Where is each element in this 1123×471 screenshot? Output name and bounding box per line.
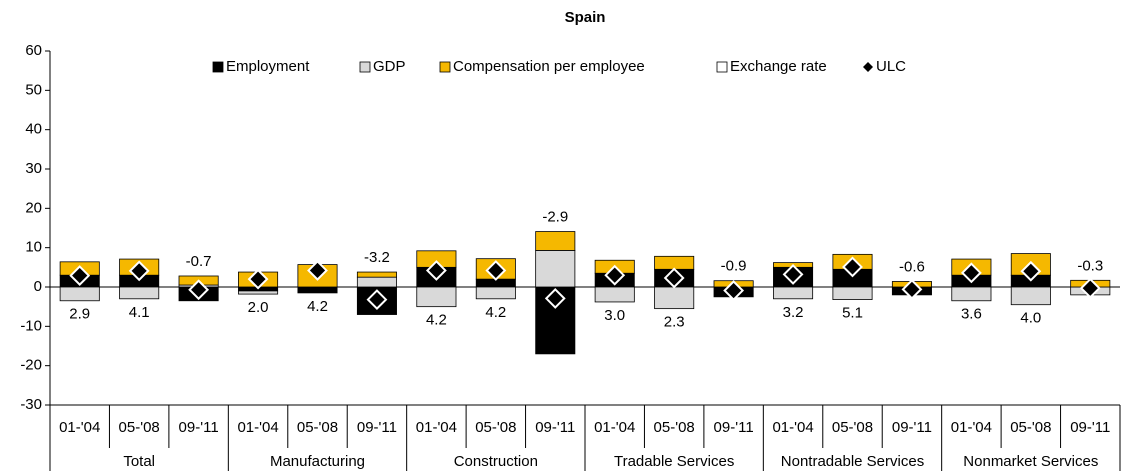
data-label: -0.7 bbox=[186, 253, 212, 270]
y-tick-label: 10 bbox=[25, 239, 42, 256]
bar-segment bbox=[654, 286, 695, 310]
data-label: 2.9 bbox=[69, 306, 90, 323]
group-label: Construction bbox=[454, 453, 538, 470]
data-label: 4.2 bbox=[307, 298, 328, 315]
x-tick-label: 05-'08 bbox=[475, 419, 516, 436]
ulc-marker bbox=[425, 260, 447, 281]
ulc-marker bbox=[544, 287, 566, 309]
bar-segment bbox=[119, 286, 160, 300]
bar-segment bbox=[773, 286, 814, 300]
x-tick-label: 09-'11 bbox=[714, 419, 754, 436]
legend-swatch bbox=[212, 61, 224, 73]
y-tick-label: -20 bbox=[20, 357, 42, 374]
ulc-marker bbox=[307, 260, 328, 281]
data-label: 3.2 bbox=[783, 304, 804, 321]
bar-segment bbox=[535, 231, 576, 251]
y-tick-label: 50 bbox=[25, 81, 42, 98]
x-tick-label: 09-'11 bbox=[357, 419, 397, 436]
x-tick-label: 09-'11 bbox=[535, 419, 575, 436]
data-label: 5.1 bbox=[842, 305, 863, 322]
ulc-marker bbox=[1079, 277, 1101, 299]
y-tick-label: 60 bbox=[25, 42, 42, 59]
legend-swatch bbox=[439, 61, 451, 73]
x-tick-label: 05-'08 bbox=[1010, 419, 1051, 436]
y-tick-label: 40 bbox=[25, 121, 42, 138]
ulc-marker bbox=[782, 263, 804, 285]
legend-label: Compensation per employee bbox=[453, 58, 645, 75]
x-tick-label: 01-'04 bbox=[237, 419, 278, 436]
data-label: 2.0 bbox=[248, 299, 269, 316]
ulc-marker bbox=[128, 260, 150, 282]
x-tick-label: 09-'11 bbox=[1070, 419, 1110, 436]
legend-swatch bbox=[359, 61, 371, 73]
y-tick-label: 0 bbox=[34, 278, 42, 295]
data-label: 4.2 bbox=[485, 304, 506, 321]
bar-segment bbox=[356, 276, 397, 288]
x-tick-label: 05-'08 bbox=[832, 419, 873, 436]
data-label: -0.6 bbox=[899, 258, 925, 275]
x-tick-label: 01-'04 bbox=[594, 419, 635, 436]
ulc-marker bbox=[604, 264, 626, 286]
bar-segment bbox=[654, 255, 695, 270]
y-tick-label: 20 bbox=[25, 199, 42, 216]
ulc-marker bbox=[901, 278, 923, 300]
group-label: Total bbox=[123, 453, 155, 470]
ulc-marker bbox=[663, 267, 685, 289]
legend-marker bbox=[863, 62, 873, 72]
bar-segment bbox=[535, 250, 576, 288]
y-tick-label: 30 bbox=[25, 160, 42, 177]
x-tick-label: 01-'04 bbox=[951, 419, 992, 436]
legend-label: Employment bbox=[226, 58, 310, 75]
data-label: 3.6 bbox=[961, 306, 982, 323]
ulc-marker bbox=[842, 256, 863, 278]
bar-segment bbox=[832, 286, 873, 300]
ulc-marker bbox=[485, 260, 507, 281]
data-label: 4.0 bbox=[1020, 310, 1041, 327]
x-tick-label: 01-'04 bbox=[772, 419, 813, 436]
legend-label: GDP bbox=[373, 58, 406, 75]
chart-title: Spain bbox=[565, 9, 606, 26]
x-tick-label: 09-'11 bbox=[179, 419, 219, 436]
bar-segment bbox=[297, 286, 338, 294]
data-label: -0.3 bbox=[1077, 257, 1103, 274]
ulc-marker bbox=[247, 268, 269, 290]
group-label: Tradable Services bbox=[614, 453, 734, 470]
data-label: -0.9 bbox=[721, 258, 747, 275]
x-tick-label: 09-'11 bbox=[892, 419, 932, 436]
ulc-marker bbox=[960, 262, 982, 284]
ulc-marker bbox=[188, 279, 210, 301]
ulc-marker bbox=[1020, 260, 1042, 282]
ulc-marker bbox=[723, 280, 745, 301]
data-label: 3.0 bbox=[604, 307, 625, 324]
x-tick-label: 01-'04 bbox=[59, 419, 100, 436]
x-tick-label: 05-'08 bbox=[119, 419, 160, 436]
bar-segment bbox=[475, 286, 516, 300]
bar-segment bbox=[59, 286, 100, 302]
ulc-marker bbox=[69, 265, 91, 287]
group-label: Nontradable Services bbox=[781, 453, 924, 470]
group-label: Nonmarket Services bbox=[963, 453, 1098, 470]
data-label: 4.2 bbox=[426, 312, 447, 329]
x-tick-label: 05-'08 bbox=[654, 419, 695, 436]
bar-segment bbox=[1010, 286, 1051, 306]
group-label: Manufacturing bbox=[270, 453, 365, 470]
y-tick-label: -10 bbox=[20, 317, 42, 334]
data-label: 4.1 bbox=[129, 304, 150, 321]
bar-segment bbox=[356, 271, 397, 278]
data-label: 2.3 bbox=[664, 314, 685, 331]
data-label: -2.9 bbox=[542, 209, 568, 226]
x-tick-label: 01-'04 bbox=[416, 419, 457, 436]
ulc-marker bbox=[366, 289, 388, 311]
y-tick-label: -30 bbox=[20, 396, 42, 413]
legend-swatch bbox=[716, 61, 728, 73]
legend-label: ULC bbox=[876, 58, 906, 75]
bar-segment bbox=[238, 290, 279, 295]
legend-label: Exchange rate bbox=[730, 58, 827, 75]
bar-segment bbox=[951, 286, 992, 302]
bar-segment bbox=[594, 286, 635, 303]
data-label: -3.2 bbox=[364, 249, 390, 266]
bar-segment bbox=[416, 286, 457, 308]
x-tick-label: 05-'08 bbox=[297, 419, 338, 436]
